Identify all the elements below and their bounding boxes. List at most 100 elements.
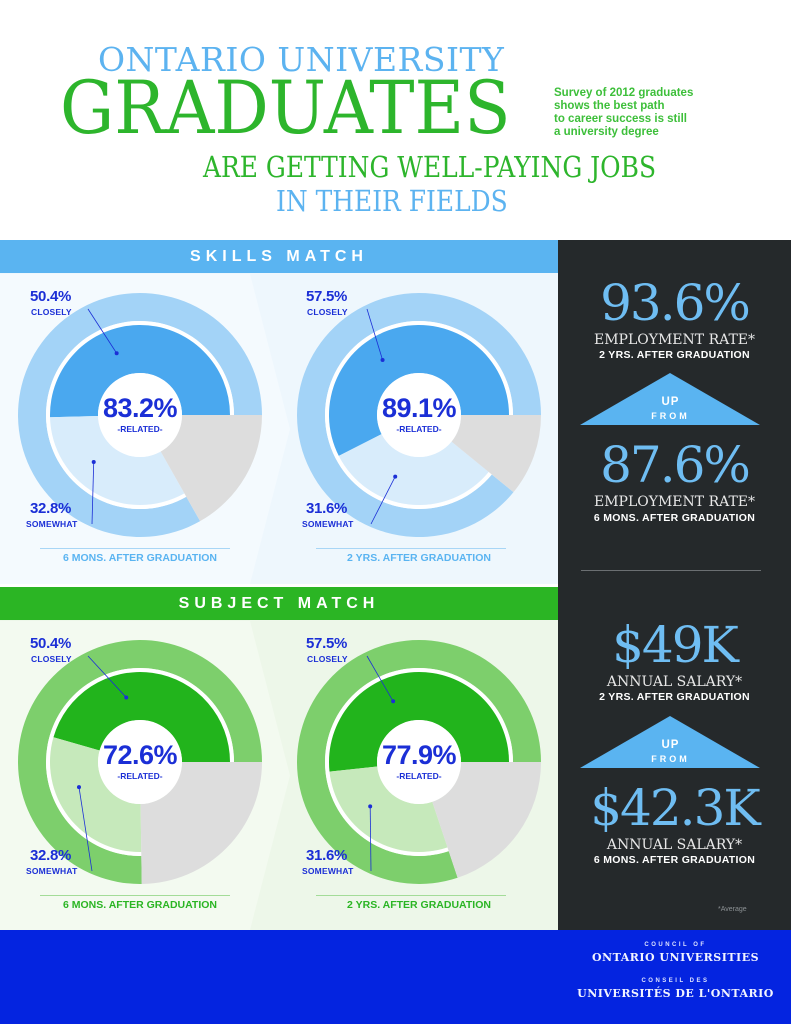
donut-svg [296, 640, 541, 884]
somewhat-percent: 32.8% [30, 500, 72, 517]
not-related-slice [432, 762, 541, 878]
somewhat-label: SOMEWHAT [302, 866, 354, 876]
footer-en-logo: ONTARIO UNIVERSITIES [591, 951, 760, 964]
title-line-3: ARE GETTING WELL-PAYING JOBS [203, 150, 657, 184]
footer-band: COUNCIL OF ONTARIO UNIVERSITIES CONSEIL … [0, 930, 791, 1024]
leader-dot [393, 474, 398, 479]
donut-center [98, 373, 182, 457]
band-title: SUBJECT MATCH [178, 594, 380, 612]
subject-match-band: SUBJECT MATCH [0, 587, 558, 620]
skills-match-panel: SKILLS MATCH 50.4% CLOSELY 32.8% SOMEWHAT 83… [0, 240, 558, 584]
employment-rate-label: EMPLOYMENT RATE* [593, 494, 756, 510]
somewhat-percent: 32.8% [30, 847, 72, 864]
divider [581, 570, 761, 571]
title-line-4: IN THEIR FIELDS [276, 184, 508, 218]
related-label: -RELATED- [117, 771, 163, 781]
related-percent: 77.9% [381, 740, 457, 770]
chart-caption: 2 YRS. AFTER GRADUATION [347, 899, 491, 911]
chart-caption: 6 MONS. AFTER GRADUATION [63, 552, 217, 564]
salary-2yrs-value: $49K [612, 616, 739, 674]
chart-caption: 6 MONS. AFTER GRADUATION [63, 899, 217, 911]
donut-chart-subject-2yrs: 57.5% CLOSELY 31.6% SOMEWHAT 77.9% -RELATED- 2… [279, 621, 558, 930]
footer-fr-logo: UNIVERSITÉS DE L'ONTARIO [577, 987, 774, 1000]
not-related-slice [140, 762, 262, 884]
not-related-slice [160, 415, 262, 522]
caption-divider [316, 548, 506, 549]
employment-rate-6mons-value: 87.6% [600, 436, 751, 494]
infographic-header: ONTARIO UNIVERSITY GRADUATES ARE GETTING… [0, 0, 791, 232]
title-line-1: ONTARIO UNIVERSITY [98, 40, 505, 79]
closely-label: CLOSELY [307, 307, 348, 317]
salary-label: ANNUAL SALARY* [606, 674, 743, 690]
closely-slice [329, 672, 509, 772]
leader-dot [391, 699, 396, 704]
closely-leader-line [366, 655, 394, 702]
donut-center [98, 720, 182, 804]
donut-svg [17, 292, 262, 537]
leader-dot [380, 357, 385, 362]
stats-sidebar: 93.6% EMPLOYMENT RATE* 2 YRS. AFTER GRAD… [558, 240, 791, 930]
salary-label: ANNUAL SALARY* [606, 837, 743, 853]
subtitle: Survey of 2012 graduates shows the best … [554, 87, 724, 139]
related-percent: 72.6% [102, 740, 178, 770]
related-label: -RELATED- [396, 771, 442, 781]
closely-leader-line [366, 308, 383, 361]
up-label: UP [661, 739, 680, 751]
somewhat-slice [329, 766, 448, 852]
somewhat-label: SOMEWHAT [26, 519, 78, 529]
from-label: FROM [651, 411, 690, 421]
somewhat-percent: 31.6% [306, 847, 348, 864]
chart-caption: 2 YRS. AFTER GRADUATION [347, 552, 491, 564]
donut-chart-subject-6mons: 50.4% CLOSELY 32.8% SOMEWHAT 72.6% -RELATED- 6… [0, 621, 279, 930]
closely-label: CLOSELY [31, 654, 72, 664]
employment-rate-when: 6 MONS. AFTER GRADUATION [593, 512, 756, 524]
somewhat-leader-line [78, 787, 93, 872]
leader-dot [76, 785, 81, 790]
related-percent: 83.2% [102, 393, 178, 423]
somewhat-leader-line [369, 806, 372, 872]
related-label: -RELATED- [117, 424, 163, 434]
caption-divider [40, 548, 230, 549]
closely-leader-line [87, 308, 117, 354]
somewhat-slice [50, 737, 142, 852]
employment-rate-2yrs-value: 93.6% [600, 274, 751, 332]
closely-slice [49, 324, 230, 418]
leader-dot [114, 351, 119, 356]
up-arrow-triangle-icon [580, 716, 760, 768]
somewhat-leader-line [91, 462, 95, 525]
donut-chart-skills-6mons: 50.4% CLOSELY 32.8% SOMEWHAT 83.2% -RELATED- 6… [0, 274, 279, 584]
donut-center [377, 720, 461, 804]
closely-slice [53, 672, 231, 762]
salary-when: 6 MONS. AFTER GRADUATION [593, 854, 756, 866]
leader-dot [124, 695, 129, 700]
somewhat-label: SOMEWHAT [302, 519, 354, 529]
somewhat-slice [338, 434, 489, 505]
subtitle-line: a university degree [554, 126, 659, 138]
salary-when: 2 YRS. AFTER GRADUATION [599, 691, 750, 703]
related-label: -RELATED- [396, 424, 442, 434]
skills-match-band: SKILLS MATCH [0, 240, 558, 273]
employment-rate-label: EMPLOYMENT RATE* [593, 332, 756, 348]
closely-slice [329, 325, 509, 456]
salary-6mons-value: $42.3K [590, 779, 761, 837]
footer-en-small: COUNCIL OF [644, 942, 707, 948]
somewhat-percent: 31.6% [306, 500, 348, 517]
footer-fr-small: CONSEIL DES [641, 978, 710, 984]
footnote: *Average [718, 906, 747, 913]
closely-percent: 50.4% [30, 635, 72, 652]
closely-label: CLOSELY [31, 307, 72, 317]
somewhat-label: SOMEWHAT [26, 866, 78, 876]
subtitle-line: shows the best path [554, 100, 665, 112]
closely-leader-line [87, 655, 127, 698]
title-line-2: GRADUATES [60, 66, 511, 151]
closely-label: CLOSELY [307, 654, 348, 664]
from-label: FROM [651, 754, 690, 764]
leader-dot [91, 460, 96, 465]
up-label: UP [661, 396, 680, 408]
not-related-slice [451, 415, 541, 493]
up-arrow-triangle-icon [580, 373, 760, 425]
somewhat-leader-line [370, 476, 396, 525]
somewhat-slice [50, 416, 185, 506]
closely-percent: 57.5% [306, 288, 348, 305]
band-title: SKILLS MATCH [190, 247, 368, 265]
